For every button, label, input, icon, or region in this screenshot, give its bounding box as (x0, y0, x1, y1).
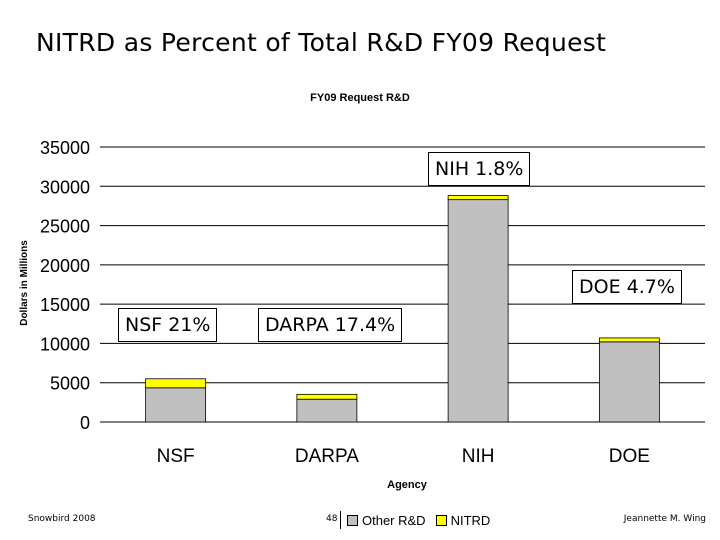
bar-nih-other-rd (447, 199, 509, 423)
bar-darpa-nitrd (296, 393, 358, 400)
y-axis-title: Dollars in Millions (19, 240, 30, 326)
y-tick-label: 20000 (40, 256, 90, 276)
bar-doe-other-rd (598, 341, 660, 423)
bar-doe-nitrd (598, 337, 660, 343)
y-tick-label: 15000 (40, 295, 90, 315)
annotation-nsf: NSF 21% (118, 308, 218, 342)
annotation-nih: NIH 1.8% (428, 152, 531, 186)
chart-legend: Other R&D NITRD (340, 511, 490, 529)
x-axis-title: Agency (387, 479, 428, 491)
bar-nsf-nitrd (145, 378, 207, 389)
x-tick-label: DARPA (295, 446, 359, 467)
bar-darpa-other-rd (296, 398, 358, 423)
bar-nsf-other-rd (145, 387, 207, 423)
y-tick-label: 30000 (40, 177, 90, 197)
y-tick-label: 25000 (40, 217, 90, 237)
legend-swatch-other (347, 514, 358, 526)
page-number: 48 (326, 514, 338, 524)
annotation-doe: DOE 4.7% (572, 270, 682, 304)
legend-divider (340, 511, 341, 529)
x-tick-label: DOE (609, 446, 650, 467)
legend-label-other: Other R&D (362, 512, 426, 528)
slide-title: NITRD as Percent of Total R&D FY09 Reque… (36, 28, 607, 57)
legend-label-nitrd: NITRD (450, 512, 491, 528)
y-tick-label: 35000 (40, 138, 90, 158)
x-tick-label: NSF (157, 446, 195, 467)
footer-left: Snowbird 2008 (28, 514, 96, 524)
annotation-darpa: DARPA 17.4% (258, 308, 403, 342)
x-tick-label: NIH (462, 446, 495, 467)
y-tick-label: 10000 (40, 334, 90, 354)
y-tick-label: 5000 (50, 374, 90, 394)
y-tick-label: 0 (80, 413, 90, 433)
footer-right: Jeannette M. Wing (623, 514, 706, 524)
legend-swatch-nitrd (435, 514, 447, 526)
chart-title: FY09 Request R&D (310, 92, 410, 104)
bar-nih-nitrd (447, 195, 509, 201)
